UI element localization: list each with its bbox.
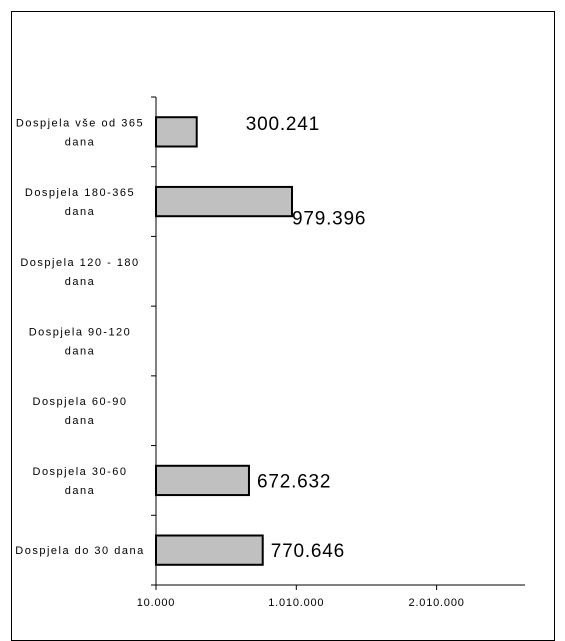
category-label: dana — [65, 415, 95, 427]
category-label: dana — [65, 136, 95, 148]
category-label: Dospjela 60-90 — [33, 396, 128, 408]
category-label: Dospjela 90-120 — [29, 327, 132, 339]
category-label: Dospjela vše od 365 — [16, 117, 144, 129]
x-tick-label: 10.000 — [137, 597, 175, 609]
category-label: Dospjela do 30 dana — [15, 545, 144, 557]
category-label: Dospjela 30-60 — [33, 466, 128, 478]
bar — [155, 185, 294, 218]
category-label: dana — [65, 346, 95, 358]
bar — [155, 116, 198, 148]
category-label: dana — [65, 485, 95, 497]
category-label: Dospjela 180-365 — [25, 187, 135, 199]
data-label: 672.632 — [257, 471, 331, 492]
bar — [155, 464, 250, 497]
data-label: 300.241 — [246, 114, 320, 135]
bar — [155, 534, 264, 566]
bar-chart: 10.000 1.010.000 2.010.000 Dospjela vše od … — [15, 96, 525, 609]
data-label: 979.396 — [292, 209, 366, 230]
category-label: dana — [65, 206, 95, 218]
data-label: 770.646 — [271, 541, 345, 562]
x-tick-label: 1.010.000 — [268, 597, 324, 609]
x-tick-label: 2.010.000 — [409, 597, 465, 609]
category-label: Dospjela 120 - 180 — [20, 257, 139, 269]
category-label: dana — [65, 276, 95, 288]
